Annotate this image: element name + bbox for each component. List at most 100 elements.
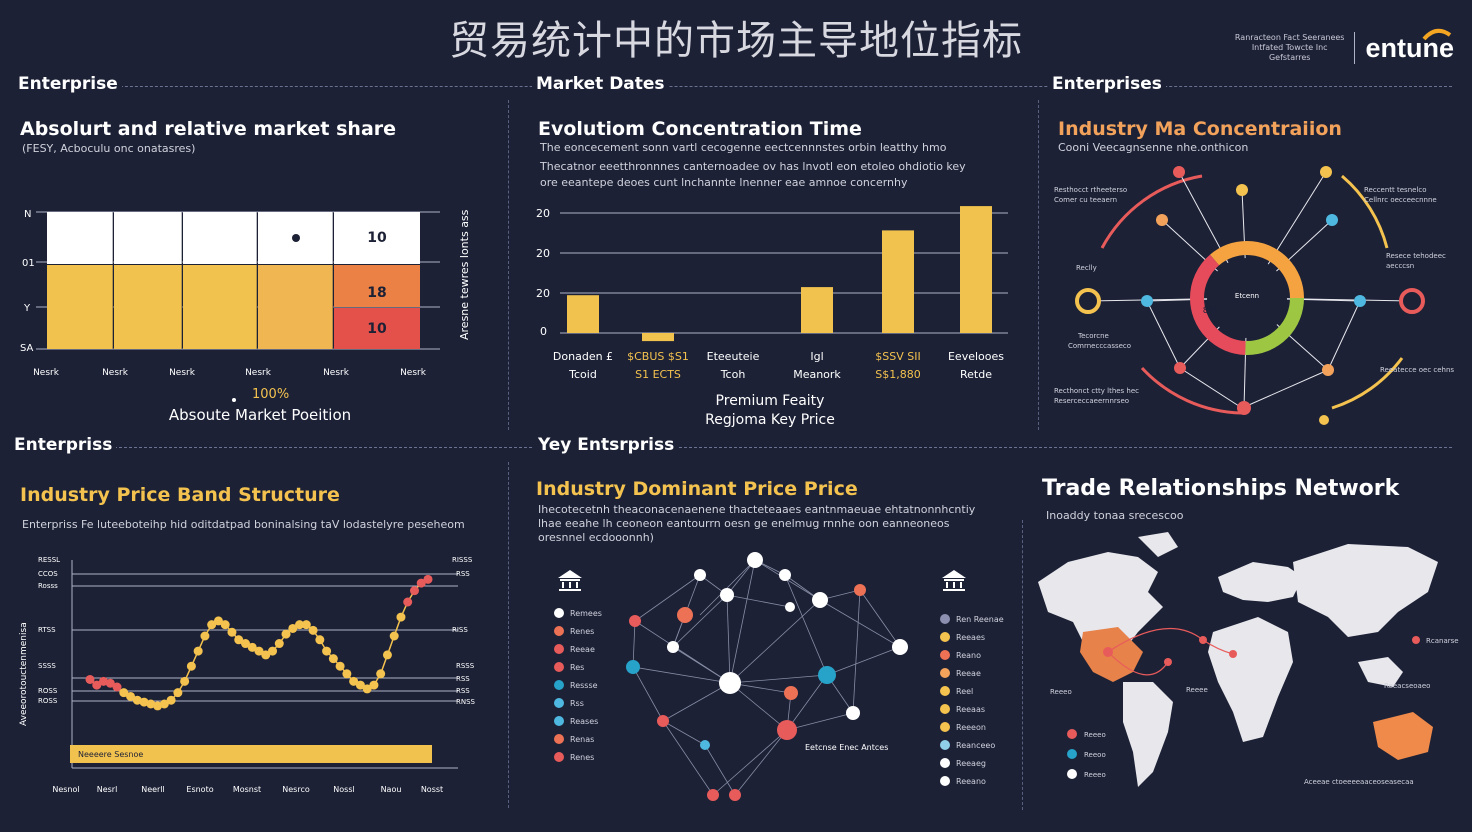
ring-value: 8lB [1203,306,1217,316]
node-dot [1173,166,1185,178]
continent-south-america [1123,682,1173,787]
network-node [747,552,763,568]
legend-label: Res [570,662,585,672]
bar-chart: 20 20 20 0 Donaden £ Tcoid $CBUS $S1 S1 ECT… [536,206,1008,428]
top-divider [20,86,1452,87]
legend-item: Renes [554,748,602,766]
heatmap-cell [47,265,113,349]
price-point [281,629,291,639]
y-tick: ROSS [38,687,58,695]
price-point [423,574,433,584]
legend-dot [554,626,564,636]
legend-label: Remees [570,608,602,618]
price-point [322,646,332,656]
price-point [382,650,392,660]
y-tick: CCOS [38,570,58,578]
network-node [784,686,798,700]
network-node [694,569,706,581]
network-edge [632,666,664,722]
y-tick: RESSL [38,556,60,564]
category-label: S1 ECTS [635,368,681,381]
y-axis-label: Aveeorotouctenmenisa [19,622,29,726]
x-tick: Naou [381,785,402,794]
node-label: Cellnrc oecceecnnne [1364,196,1437,204]
heatmap-marker [292,234,300,242]
price-point [166,695,176,705]
node-dot [1399,288,1425,314]
map-legend-dot [1067,729,1077,739]
network-edge [634,574,701,622]
legend-dot [940,776,950,786]
edge-line [1146,300,1181,369]
legend-dot [554,752,564,762]
network-node [719,672,741,694]
y-tick: 20 [536,287,550,300]
panel-subtitle: oresnnel ecdooonnh) [538,531,654,544]
legend-dot [940,668,950,678]
node-label: Recthonct ctty lthes hec [1054,387,1139,395]
continent-greenland [1138,532,1178,557]
section-label-top-right: Enterprises [1048,74,1166,94]
x-tick: Nesrl [97,785,118,794]
legend-label: Reeae [956,668,981,678]
x-tick: Nesrk [245,368,272,378]
category-label: Tcoh [720,368,746,381]
heatmap-cell [114,212,182,264]
legend-label: Renes [570,752,595,762]
middle-divider [14,447,1452,448]
legend-item: Reeaas [940,700,1004,718]
ring-segment [1190,241,1304,355]
map-label: Aceeae ctoeeeeaaceoseasecaa [1304,778,1414,786]
y-tick: ROSS [38,697,58,705]
price-point [92,680,102,690]
network-node [720,588,734,602]
brand-logo-text: entune [1365,32,1454,63]
network-node [812,592,828,608]
bar [801,287,833,333]
map-label: Reeeo [1050,688,1072,696]
legend-item: Reel [940,682,1004,700]
bar [642,333,674,342]
y-tick: Rosss [38,582,58,590]
legend-label: Ressse [570,680,598,690]
network-node [777,720,797,740]
node-dot [1236,184,1248,196]
node-dot [1237,401,1251,415]
heatmap-cell [334,212,420,264]
map-legend-dot [1067,749,1077,759]
price-point [335,661,345,671]
map-node [1103,647,1113,657]
cell-value: 10 [367,321,387,337]
network-node [846,706,860,720]
y-tick: SA [20,343,34,354]
network-edge [699,559,756,616]
price-band-bar [70,745,432,763]
y-tick: Y [23,303,31,314]
ring-center-label: Etcenn [1235,292,1259,300]
legend-label: Reeae [570,644,595,654]
institution-icon [940,568,968,596]
legend-dot [554,716,564,726]
network-edge [859,589,901,648]
heatmap-cell [334,308,420,349]
x-tick: Nesnol [52,785,79,794]
legend-item: Reeae [940,664,1004,682]
category-label: Eevelooes [948,350,1004,363]
price-point [355,680,365,690]
legend-item: Reanceeo [940,736,1004,754]
price-point [112,682,122,692]
section-label-top-middle: Market Dates [532,74,669,94]
node-dot [1354,295,1366,307]
heatmap-cell [334,265,420,307]
network-node [657,715,669,727]
legend-label: Renes [570,626,595,636]
x-tick: Neerll [141,785,165,794]
vertical-divider [508,100,509,430]
network-edge [786,674,828,731]
legend-label: Reano [956,650,981,660]
legend-item: Reeaeg [940,754,1004,772]
map-node [1412,636,1420,644]
price-point [362,684,372,694]
heatmap-cell [258,265,333,349]
legend-label: Reeeon [956,722,986,732]
